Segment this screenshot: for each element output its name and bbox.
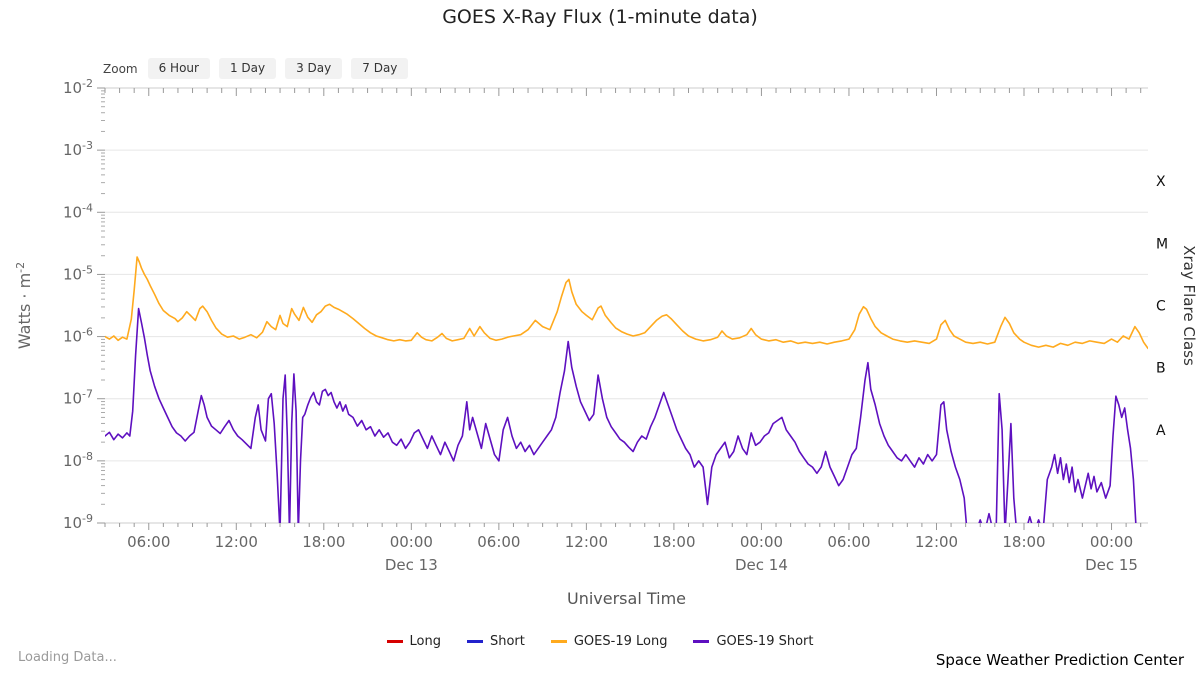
svg-text:10-3: 10-3 [63,139,93,159]
loading-status: Loading Data... [18,650,117,665]
svg-text:Universal Time: Universal Time [567,589,686,608]
legend-label-long: Long [409,634,441,649]
svg-text:Xray Flare Class: Xray Flare Class [1180,245,1198,366]
svg-text:12:00: 12:00 [565,533,608,551]
svg-text:10-6: 10-6 [63,326,93,346]
zoom-label: Zoom [103,61,138,76]
legend-item-goes19-short[interactable]: GOES-19 Short [693,634,814,649]
svg-text:M: M [1156,236,1168,252]
svg-text:Watts · m-2: Watts · m-2 [14,262,34,349]
zoom-7-day-button[interactable]: 7 Day [351,58,409,80]
svg-text:18:00: 18:00 [1002,533,1045,551]
legend-item-short[interactable]: Short [466,634,525,649]
svg-text:X: X [1156,174,1166,190]
svg-text:00:00: 00:00 [740,533,783,551]
svg-text:A: A [1156,423,1166,439]
legend-item-long[interactable]: Long [386,634,441,649]
svg-text:10-5: 10-5 [63,263,93,283]
svg-text:06:00: 06:00 [827,533,870,551]
credit-text: Space Weather Prediction Center [935,651,1184,669]
zoom-3-day-button[interactable]: 3 Day [285,58,343,80]
zoom-1-day-button[interactable]: 1 Day [218,58,277,80]
legend-swatch-short [466,640,483,643]
legend-swatch-long [386,640,403,643]
chart-title: GOES X-Ray Flux (1-minute data) [442,6,758,28]
legend-swatch-goes19-short [693,640,710,643]
svg-text:Dec 15: Dec 15 [1085,556,1138,574]
svg-text:Dec 14: Dec 14 [735,556,788,574]
svg-text:10-7: 10-7 [63,388,93,408]
legend-label-goes19-long: GOES-19 Long [573,634,668,649]
svg-text:C: C [1156,299,1166,315]
legend-item-goes19-long[interactable]: GOES-19 Long [550,634,668,649]
legend-label-goes19-short: GOES-19 Short [716,634,814,649]
legend-swatch-goes19-long [550,640,567,643]
svg-text:10-9: 10-9 [63,512,93,532]
zoom-controls: Zoom 6 Hour 1 Day 3 Day 7 Day [103,58,409,80]
svg-text:00:00: 00:00 [1090,533,1133,551]
zoom-6-hour-button[interactable]: 6 Hour [147,58,210,80]
svg-text:06:00: 06:00 [477,533,520,551]
svg-text:10-4: 10-4 [63,201,93,221]
svg-text:18:00: 18:00 [652,533,695,551]
svg-text:00:00: 00:00 [390,533,433,551]
svg-text:10-8: 10-8 [63,450,93,470]
chart-legend: Long Short GOES-19 Long GOES-19 Short [0,634,1200,649]
svg-text:10-2: 10-2 [63,77,93,97]
svg-text:12:00: 12:00 [215,533,258,551]
svg-text:12:00: 12:00 [915,533,958,551]
legend-label-short: Short [489,634,525,649]
svg-text:B: B [1156,361,1166,377]
svg-text:Dec 13: Dec 13 [385,556,438,574]
svg-text:18:00: 18:00 [302,533,345,551]
svg-text:06:00: 06:00 [127,533,170,551]
